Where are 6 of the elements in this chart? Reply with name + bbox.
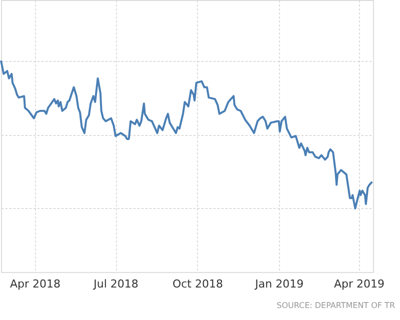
source-note: SOURCE: DEPARTMENT OF TR — [276, 301, 396, 310]
x-tick-label: Jan 2019 — [254, 278, 304, 290]
x-tick-label: Apr 2018 — [10, 278, 61, 290]
x-tick-label: Apr 2019 — [334, 278, 385, 290]
x-tick-label: Jul 2018 — [92, 278, 138, 290]
x-tick-label: Oct 2018 — [172, 278, 223, 290]
